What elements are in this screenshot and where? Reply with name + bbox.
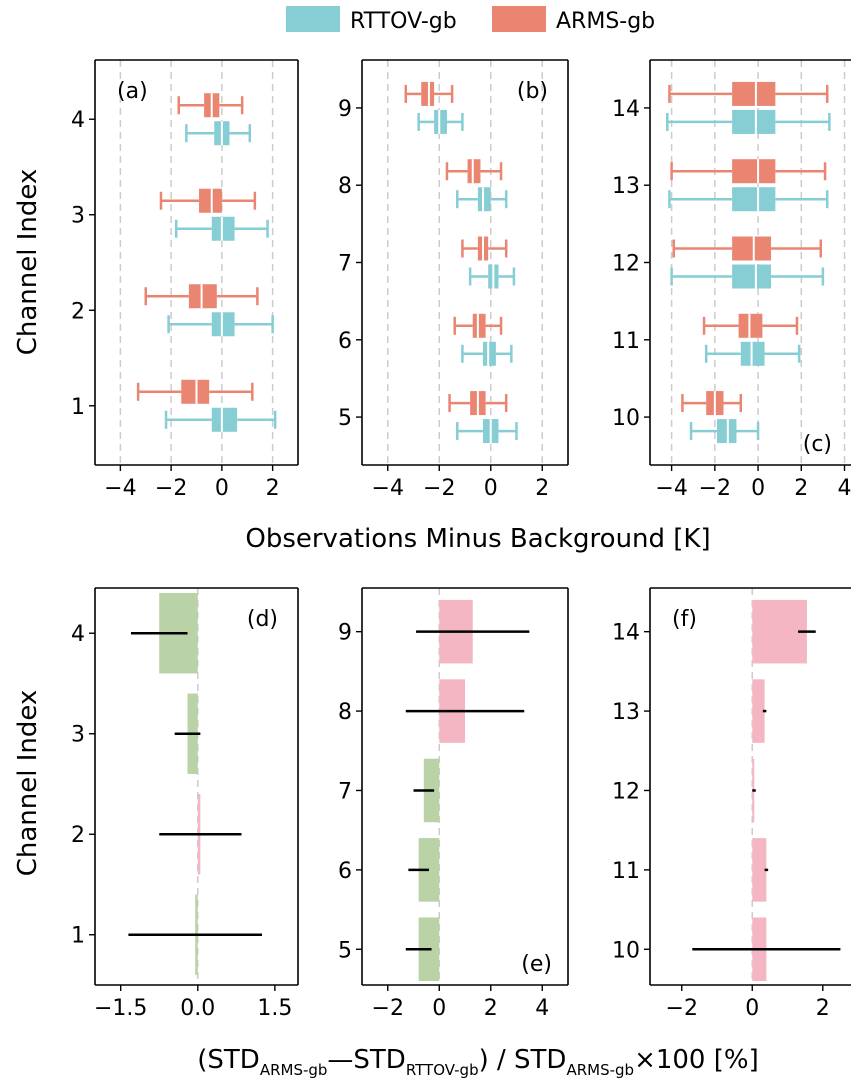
x-tick-label: 2 — [535, 476, 549, 501]
y-tick-label: 9 — [338, 621, 352, 646]
y-tick-label: 12 — [612, 779, 640, 804]
panel-a: −4 −2 0 2 1 2 3 4 (a) — [71, 59, 299, 501]
box — [738, 313, 763, 338]
y-tick-label: 14 — [612, 97, 640, 122]
bar — [752, 838, 767, 902]
x-tick-label: 0 — [745, 996, 759, 1021]
y-tick-label: 14 — [612, 621, 640, 646]
panel-f: −2 0 2 10 11 12 13 14 (f) — [612, 587, 851, 1021]
y-tick-label: 2 — [71, 299, 85, 324]
x-tick-label: −2 — [666, 996, 698, 1021]
bottom-y-axis-label: Channel Index — [13, 690, 43, 877]
legend: RTTOV-gb ARMS-gb — [286, 6, 655, 34]
box — [211, 216, 235, 241]
y-tick-label: 12 — [612, 252, 640, 277]
y-tick-label: 2 — [71, 823, 85, 848]
y-tick-label: 8 — [338, 700, 352, 725]
panel-b: −4 −2 0 2 5 6 7 8 9 (b) — [338, 59, 569, 501]
box — [732, 109, 776, 134]
y-tick-label: 8 — [338, 174, 352, 199]
panel-label: (b) — [517, 79, 548, 104]
x-tick-label: −4 — [655, 476, 687, 501]
panel-d: −1.5 0.0 1.5 1 2 3 4 (d) — [71, 587, 299, 1021]
y-tick-label: 5 — [338, 938, 352, 963]
box — [181, 379, 210, 404]
y-tick-label: 11 — [612, 859, 640, 884]
box — [467, 159, 481, 184]
x-tick-label: 2 — [794, 476, 808, 501]
x-tick-label: 2 — [484, 996, 498, 1021]
panel-label: (f) — [672, 607, 697, 632]
x-tick-label: −1.5 — [94, 996, 147, 1021]
box — [421, 81, 435, 106]
y-tick-label: 9 — [338, 97, 352, 122]
y-tick-label: 1 — [71, 395, 85, 420]
y-tick-label: 6 — [338, 329, 352, 354]
y-tick-label: 7 — [338, 252, 352, 277]
y-tick-label: 4 — [71, 108, 85, 133]
x-tick-label: −2 — [155, 476, 187, 501]
box — [188, 284, 217, 309]
panel-e: −2 0 2 4 5 6 7 8 9 (e) — [338, 587, 569, 1021]
x-tick-label: 2 — [266, 476, 280, 501]
box — [717, 419, 737, 444]
y-tick-label: 1 — [71, 924, 85, 949]
x-tick-label: 0 — [484, 476, 498, 501]
panel-label: (e) — [521, 952, 552, 977]
x-tick-label: −2 — [372, 996, 404, 1021]
panel-label: (d) — [247, 607, 278, 632]
x-tick-label: 0 — [215, 476, 229, 501]
legend-swatch-arms — [492, 6, 546, 32]
y-tick-label: 13 — [612, 700, 640, 725]
x-tick-label: 0 — [432, 996, 446, 1021]
x-tick-label: −4 — [104, 476, 136, 501]
box — [434, 109, 447, 134]
y-tick-label: 5 — [338, 406, 352, 431]
box — [211, 407, 238, 432]
y-tick-label: 13 — [612, 174, 640, 199]
x-tick-label: −2 — [423, 476, 455, 501]
bottom-x-axis-label: (STDARMS-gb—STDRTTOV-gb) / STDARMS-gb×10… — [197, 1045, 758, 1079]
box — [732, 159, 776, 184]
x-tick-label: −4 — [372, 476, 404, 501]
panel-label: (c) — [803, 432, 832, 457]
box — [732, 187, 776, 212]
box — [732, 264, 772, 289]
legend-label-rttov: RTTOV-gb — [350, 9, 457, 34]
y-tick-label: 7 — [338, 779, 352, 804]
top-x-axis-label: Observations Minus Background [K] — [245, 524, 710, 554]
box — [732, 236, 772, 261]
box — [211, 312, 235, 337]
y-tick-label: 3 — [71, 723, 85, 748]
box — [472, 313, 486, 338]
y-tick-label: 10 — [612, 406, 640, 431]
legend-label-arms: ARMS-gb — [556, 9, 655, 34]
x-tick-label: 0.0 — [180, 996, 215, 1021]
box — [199, 188, 222, 213]
box — [732, 81, 776, 106]
bar — [752, 679, 765, 743]
bar — [752, 599, 807, 664]
y-tick-label: 4 — [71, 622, 85, 647]
x-tick-label: 2 — [816, 996, 830, 1021]
x-tick-label: 4 — [535, 996, 549, 1021]
x-tick-label: 4 — [838, 476, 851, 501]
panel-label: (a) — [117, 79, 148, 104]
y-tick-label: 3 — [71, 204, 85, 229]
legend-swatch-rttov — [286, 6, 340, 32]
x-tick-label: 0 — [751, 476, 765, 501]
x-tick-label: 1.5 — [257, 996, 292, 1021]
y-tick-label: 10 — [612, 938, 640, 963]
panel-c: −4 −2 0 2 4 10 11 12 13 14 (c) — [612, 59, 851, 501]
box — [483, 341, 496, 366]
y-tick-label: 11 — [612, 329, 640, 354]
y-tick-label: 6 — [338, 859, 352, 884]
x-tick-label: −2 — [699, 476, 731, 501]
box — [740, 341, 765, 366]
box — [477, 187, 491, 212]
top-y-axis-label: Channel Index — [13, 169, 43, 356]
